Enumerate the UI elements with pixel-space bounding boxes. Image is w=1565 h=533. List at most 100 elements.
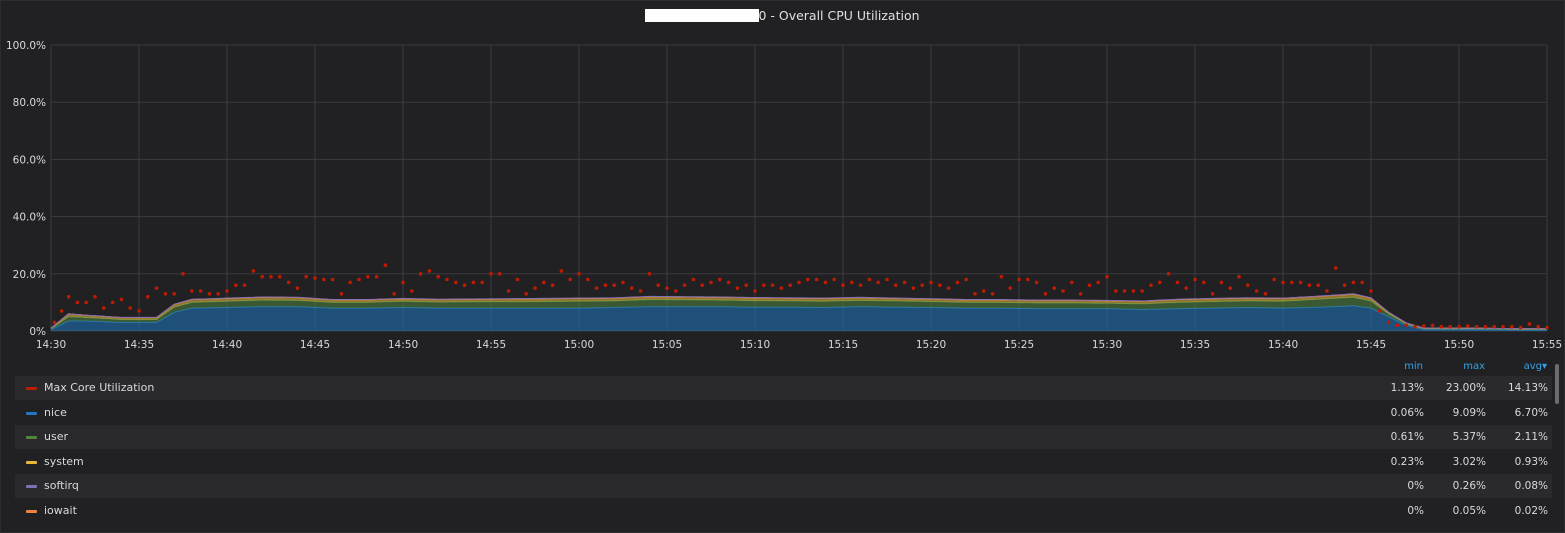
max-core-point[interactable] — [52, 320, 57, 325]
max-core-point[interactable] — [1298, 280, 1303, 285]
max-core-point[interactable] — [550, 283, 555, 288]
max-core-point[interactable] — [330, 277, 335, 282]
max-core-point[interactable] — [1483, 324, 1488, 329]
max-core-point[interactable] — [1166, 272, 1171, 276]
max-core-point[interactable] — [357, 277, 361, 282]
max-core-point[interactable] — [603, 283, 608, 288]
legend-series-name[interactable]: softirq — [44, 479, 79, 493]
max-core-point[interactable] — [1518, 325, 1523, 330]
legend-series-name[interactable]: system — [44, 454, 84, 468]
max-core-point[interactable] — [1334, 266, 1338, 270]
max-core-point[interactable] — [1105, 274, 1109, 279]
max-core-point[interactable] — [656, 283, 660, 288]
max-core-point[interactable] — [339, 292, 344, 296]
max-core-point[interactable] — [172, 292, 176, 296]
max-core-point[interactable] — [1017, 277, 1021, 282]
max-core-point[interactable] — [1457, 324, 1461, 329]
max-core-point[interactable] — [1114, 289, 1118, 293]
legend-swatch[interactable] — [26, 436, 37, 440]
max-core-point[interactable] — [568, 277, 572, 282]
legend-swatch[interactable] — [26, 510, 37, 513]
max-core-point[interactable] — [401, 280, 405, 285]
max-core-point[interactable] — [542, 280, 546, 285]
max-core-point[interactable] — [709, 280, 713, 285]
legend-swatch[interactable] — [26, 387, 37, 390]
max-core-point[interactable] — [286, 280, 291, 285]
max-core-point[interactable] — [850, 280, 854, 285]
max-core-point[interactable] — [59, 309, 64, 313]
max-core-point[interactable] — [348, 280, 353, 285]
max-core-point[interactable] — [753, 289, 757, 293]
max-core-point[interactable] — [902, 280, 907, 285]
max-core-point[interactable] — [383, 263, 388, 268]
legend-series-name[interactable]: nice — [44, 405, 67, 419]
max-core-point[interactable] — [515, 277, 520, 282]
max-core-point[interactable] — [674, 289, 678, 293]
max-core-point[interactable] — [665, 286, 669, 290]
max-core-point[interactable] — [524, 292, 528, 296]
max-core-point[interactable] — [559, 269, 564, 273]
max-core-point[interactable] — [770, 283, 775, 288]
legend-row[interactable]: user 0.61% 5.37% 2.11% — [15, 425, 1552, 450]
max-core-point[interactable] — [1422, 324, 1426, 328]
max-core-point[interactable] — [946, 286, 951, 290]
legend-row[interactable]: softirq 0% 0.26% 0.08% — [15, 474, 1552, 499]
max-core-point[interactable] — [1263, 292, 1268, 296]
max-core-point[interactable] — [374, 274, 379, 279]
max-core-point[interactable] — [814, 277, 819, 282]
max-core-point[interactable] — [462, 283, 467, 288]
max-core-point[interactable] — [612, 283, 616, 288]
max-core-point[interactable] — [867, 277, 872, 282]
max-core-point[interactable] — [1246, 283, 1250, 288]
max-core-point[interactable] — [735, 286, 740, 290]
max-core-point[interactable] — [1448, 324, 1452, 329]
max-core-point[interactable] — [418, 272, 423, 276]
max-core-point[interactable] — [436, 274, 441, 279]
max-core-point[interactable] — [1527, 322, 1532, 326]
max-core-point[interactable] — [146, 294, 150, 299]
max-core-point[interactable] — [110, 300, 115, 305]
max-core-point[interactable] — [594, 286, 599, 290]
max-core-point[interactable] — [260, 274, 265, 279]
max-core-point[interactable] — [1466, 324, 1470, 328]
max-core-point[interactable] — [1184, 286, 1188, 290]
max-core-point[interactable] — [1008, 286, 1012, 290]
max-core-point[interactable] — [647, 272, 652, 276]
max-core-point[interactable] — [911, 286, 916, 290]
max-core-point[interactable] — [93, 294, 97, 299]
max-core-point[interactable] — [278, 274, 282, 279]
max-core-point[interactable] — [990, 292, 995, 296]
max-core-point[interactable] — [1360, 280, 1364, 285]
max-core-point[interactable] — [638, 289, 643, 293]
max-core-point[interactable] — [762, 283, 766, 288]
max-core-point[interactable] — [251, 269, 256, 273]
max-core-point[interactable] — [1501, 324, 1505, 329]
legend-col-min[interactable]: min — [1404, 361, 1423, 372]
max-core-point[interactable] — [955, 280, 960, 285]
max-core-point[interactable] — [1290, 280, 1294, 285]
max-core-point[interactable] — [621, 280, 625, 285]
max-core-point[interactable] — [313, 276, 317, 280]
max-core-point[interactable] — [207, 292, 212, 296]
legend-series-name[interactable]: Max Core Utilization — [44, 381, 155, 394]
max-core-point[interactable] — [682, 283, 687, 288]
max-core-point[interactable] — [1369, 289, 1373, 293]
legend-row[interactable]: system 0.23% 3.02% 0.93% — [15, 450, 1552, 474]
max-core-point[interactable] — [1492, 324, 1496, 329]
max-core-point[interactable] — [1149, 283, 1153, 288]
max-core-point[interactable] — [1193, 277, 1197, 282]
max-core-point[interactable] — [506, 289, 511, 293]
max-core-point[interactable] — [1131, 289, 1136, 293]
max-core-point[interactable] — [154, 286, 159, 290]
max-core-point[interactable] — [779, 286, 784, 290]
max-core-point[interactable] — [489, 272, 493, 276]
max-core-point[interactable] — [841, 283, 845, 288]
max-core-point[interactable] — [427, 269, 432, 273]
max-core-point[interactable] — [1510, 324, 1514, 329]
max-core-point[interactable] — [586, 277, 590, 282]
max-core-point[interactable] — [1210, 292, 1215, 296]
max-core-point[interactable] — [726, 280, 731, 285]
legend-series-name[interactable]: user — [44, 430, 68, 444]
max-core-point[interactable] — [920, 283, 924, 288]
max-core-point[interactable] — [1087, 283, 1092, 288]
